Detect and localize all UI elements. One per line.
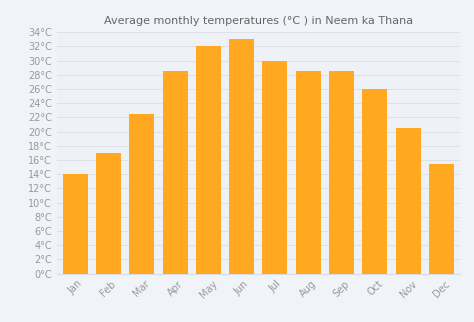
Bar (129, 114, 154, 274)
Bar (296, 71, 321, 274)
Title: Average monthly temperatures (°C ) in Neem ka Thana: Average monthly temperatures (°C ) in Ne… (104, 16, 413, 26)
Bar (196, 46, 221, 274)
Bar (363, 89, 387, 274)
Bar (396, 128, 420, 274)
Bar (96, 153, 121, 274)
Bar (63, 174, 88, 274)
Bar (329, 71, 354, 274)
Bar (429, 164, 454, 274)
Bar (163, 71, 188, 274)
Bar (263, 61, 287, 274)
Bar (229, 39, 254, 274)
